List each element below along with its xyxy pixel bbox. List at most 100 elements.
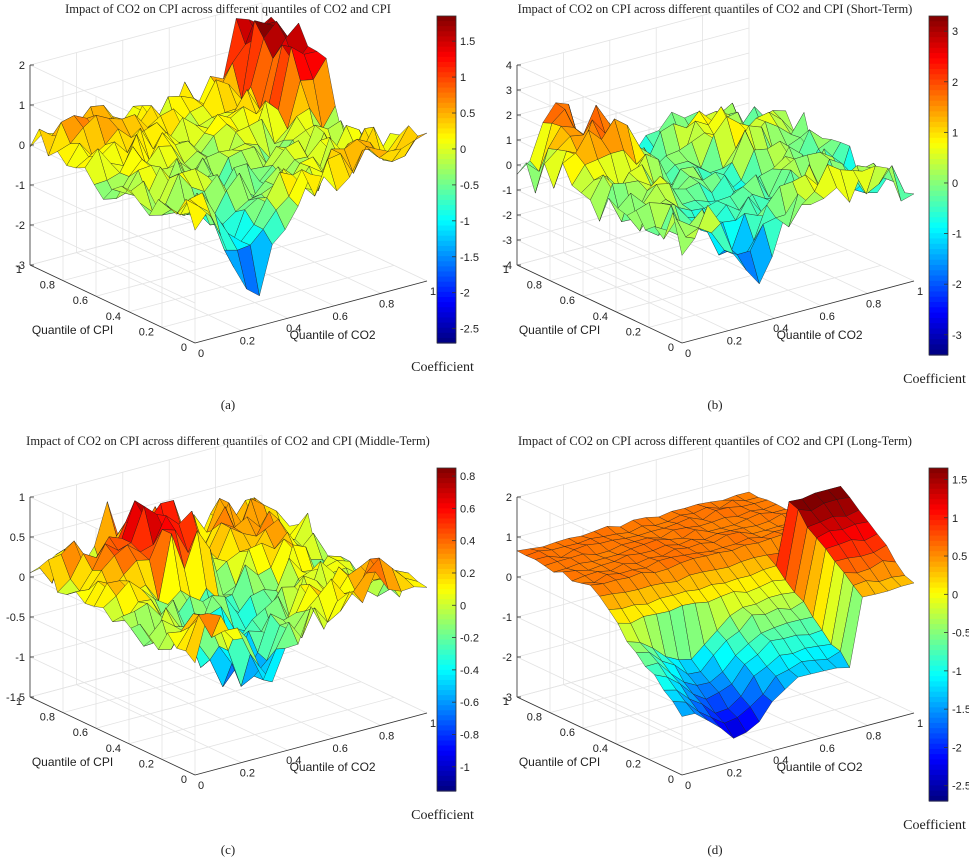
- colorbar-tick-label: -2.5: [460, 324, 479, 336]
- colorbar-segment: [929, 47, 948, 54]
- colorbar-segment: [437, 271, 456, 278]
- grid-line: [29, 474, 263, 538]
- y-tick-label: 0.4: [593, 311, 608, 323]
- colorbar-segment: [437, 179, 456, 186]
- colorbar-segment: [929, 540, 948, 547]
- colorbar-tick-label: 0.6: [460, 503, 475, 515]
- y-axis-label: Quantile of CPI: [519, 755, 600, 769]
- colorbar-segment: [929, 618, 948, 625]
- colorbar-segment: [929, 121, 948, 128]
- colorbar-segment: [929, 37, 948, 44]
- colorbar-segment: [929, 650, 948, 656]
- x-tick-label: 0: [198, 780, 204, 792]
- colorbar-segment: [437, 518, 456, 525]
- z-tick-label: 0: [506, 572, 512, 584]
- colorbar-segment: [437, 669, 456, 676]
- colorbar-segment: [929, 722, 948, 729]
- z-tick-label: 0: [19, 140, 25, 152]
- colorbar-segment: [437, 664, 456, 671]
- x-tick-label: 0.6: [820, 743, 835, 755]
- z-tick-label: -1: [15, 180, 25, 192]
- panel-caption: (d): [707, 842, 722, 857]
- z-tick-label: 2: [506, 110, 512, 122]
- grid-line: [516, 189, 683, 269]
- grid-line: [609, 239, 775, 319]
- colorbar-segment: [437, 235, 456, 242]
- colorbar-segment: [437, 307, 456, 313]
- colorbar-segment: [437, 533, 456, 540]
- z-tick-label: -2: [502, 652, 512, 664]
- colorbar-segment: [929, 790, 948, 797]
- chart-panel-a: Impact of CO2 on CPI across different qu…: [15, 2, 436, 360]
- colorbar-segment: [929, 90, 948, 97]
- x-axis-line: [681, 712, 915, 776]
- x-tick-label: 0.6: [333, 311, 348, 323]
- colorbar-segment: [929, 148, 948, 155]
- colorbar-tick-label: -0.4: [460, 665, 479, 677]
- colorbar-segment: [437, 705, 456, 711]
- x-tick-label: 0.2: [727, 768, 742, 780]
- colorbar-segment: [437, 174, 456, 181]
- colorbar-tick-label: 0: [460, 144, 466, 156]
- colorbar-tick-label: -1: [460, 216, 470, 228]
- colorbar-segment: [929, 222, 948, 229]
- colorbar-segment: [929, 21, 948, 28]
- colorbar-segment: [437, 473, 456, 479]
- colorbar-tick-label: -0.2: [460, 633, 479, 645]
- z-tick-label: -3: [15, 260, 25, 272]
- colorbar-tick-label: 0.5: [460, 108, 475, 120]
- colorbar-segment: [437, 695, 456, 701]
- colorbar-tick-label: -0.5: [460, 180, 479, 192]
- surface-patch: [891, 165, 915, 202]
- colorbar-segment: [929, 738, 948, 745]
- colorbar-segment: [929, 286, 948, 293]
- x-axis-line: [681, 280, 915, 344]
- colorbar-segment: [437, 128, 456, 135]
- colorbar-segment: [437, 609, 456, 615]
- x-tick-label: 0.8: [379, 730, 394, 742]
- colorbar-segment: [929, 728, 948, 734]
- colorbar-frame: [928, 15, 949, 356]
- colorbar-segment: [929, 774, 948, 781]
- colorbar-segment: [437, 508, 456, 515]
- colorbar-segment: [437, 240, 456, 247]
- x-tick-label: 0.4: [286, 323, 301, 335]
- colorbar-segment: [929, 488, 948, 495]
- colorbar-segment: [929, 670, 948, 677]
- colorbar-segment: [929, 249, 948, 255]
- z-tick-label: -1: [502, 185, 512, 197]
- colorbar-segment: [437, 690, 456, 696]
- colorbar-tick-label: -2: [952, 742, 962, 754]
- colorbar-segment: [929, 190, 948, 197]
- x-axis-line: [194, 712, 428, 776]
- colorbar-segment: [929, 349, 948, 356]
- colorbar-segment: [437, 184, 456, 191]
- colorbar-segment: [437, 725, 456, 732]
- grid-line: [648, 265, 882, 328]
- colorbar-segment: [437, 498, 456, 504]
- colorbar-segment: [437, 164, 456, 170]
- colorbar-segment: [929, 16, 948, 22]
- colorbar-segment: [437, 644, 456, 651]
- colorbar-segment: [437, 21, 456, 27]
- colorbar-segment: [437, 133, 456, 140]
- grid-line: [29, 184, 196, 264]
- colorbar-segment: [437, 266, 456, 273]
- z-tick-label: 4: [506, 60, 512, 72]
- colorbar-segment: [929, 217, 948, 224]
- colorbar-segment: [929, 520, 948, 526]
- colorbar-segment: [929, 106, 948, 112]
- y-tick-label: 0: [181, 342, 187, 354]
- panel-caption: (b): [707, 397, 722, 412]
- colorbar-segment: [929, 629, 948, 636]
- colorbar-segment: [437, 276, 456, 283]
- colorbar-segment: [929, 26, 948, 33]
- colorbar-segment: [437, 97, 456, 104]
- colorbar-segment: [437, 563, 456, 570]
- z-tick-label: -1: [502, 612, 512, 624]
- colorbar: -3 -2 -1 0 1 2 3 Coefficient: [903, 15, 966, 387]
- colorbar-segment: [437, 51, 456, 58]
- colorbar-segment: [437, 205, 456, 211]
- colorbar-segment: [437, 159, 456, 165]
